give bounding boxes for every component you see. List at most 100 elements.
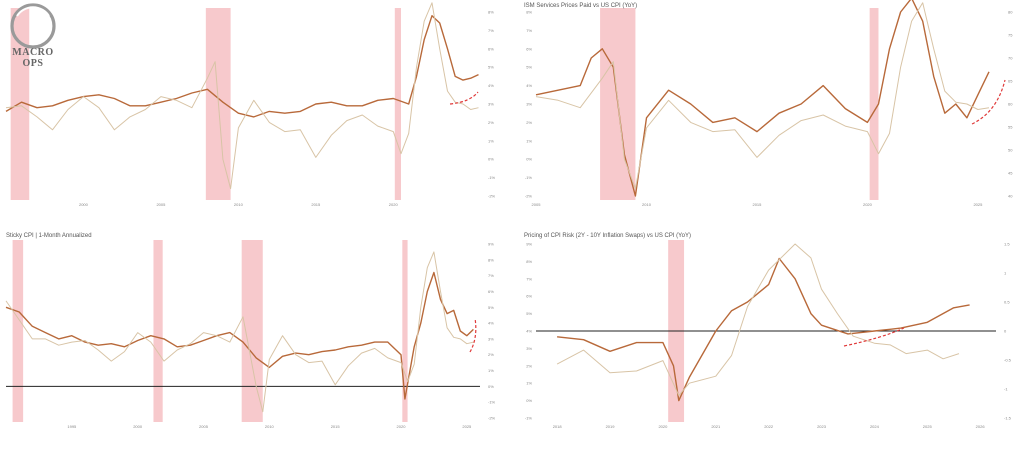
series-line-1 (557, 257, 970, 402)
series-line-2 (5, 2, 479, 190)
x-tick-label: 2015 (331, 424, 341, 429)
right-axis-tick-label: 7% (488, 28, 494, 33)
right-axis-tick-label: 2% (488, 352, 494, 357)
left-axis-tick-label: 7% (526, 28, 532, 33)
x-tick-label: 2022 (764, 424, 774, 429)
left-axis-tick-label: 8% (526, 259, 532, 264)
right-axis-tick-label: -1 (1004, 387, 1008, 392)
chart-1-svg: 2000 2005 2010 2015 2020 8% 7% 6% 5% 4% 3% 2% 1% 0% -1… (5, 2, 496, 207)
right-axis-tick-label: 80 (1008, 10, 1013, 15)
x-tick-label: 2020 (863, 202, 873, 207)
x-tick-label: 2026 (976, 424, 986, 429)
right-axis-tick-label: 55 (1008, 125, 1013, 130)
x-tick-label: 2015 (752, 202, 762, 207)
left-axis-tick-label: 7% (526, 276, 532, 281)
left-axis-tick-label: 4% (526, 329, 532, 334)
x-tick-label: 2005 (156, 202, 166, 207)
left-axis-tick-label: 4% (526, 83, 532, 88)
right-axis-tick-label: 6% (488, 46, 494, 51)
chart-3-title: Sticky CPI | 1-Month Annualized (6, 233, 92, 239)
recession-band (241, 240, 263, 422)
left-axis-tick-label: 3% (526, 102, 532, 107)
chart-panel-1: 2000 2005 2010 2015 2020 8% 7% 6% 5% 4% 3% 2% 1% 0% -1… (0, 0, 512, 230)
right-axis-tick-label: 1% (488, 138, 494, 143)
x-tick-label: 2000 (133, 424, 143, 429)
right-axis-tick-label: -2% (488, 194, 496, 199)
x-tick-label: 2018 (553, 424, 563, 429)
left-axis-tick-label: 5% (526, 65, 532, 70)
series-line-1 (5, 14, 479, 118)
right-axis-tick-label: 50 (1008, 148, 1013, 153)
right-axis-tick-label: 4% (488, 321, 494, 326)
right-axis-tick-label: 0.5 (1004, 300, 1010, 305)
left-axis-tick-label: 6% (526, 46, 532, 51)
macro-ops-logo-icon (10, 3, 56, 49)
left-axis-tick-label: 2% (526, 363, 532, 368)
right-axis-tick-label: -1.5 (1004, 416, 1012, 421)
left-axis-tick-label: 2% (526, 120, 532, 125)
x-tick-label: 2005 (532, 202, 542, 207)
trend-arrow (449, 91, 479, 105)
chart-4-svg: 2018 2019 2020 2021 2022 2023 2024 2025 2026 1.5 1… (525, 240, 1012, 429)
recession-band (869, 8, 879, 200)
x-tick-label: 2025 (462, 424, 472, 429)
chart-3-svg: 1995 2000 2005 2010 2015 2020 2025 9% 8% 7% 6% 5% 4%… (5, 240, 496, 429)
chart-panel-4: 2018 2019 2020 2021 2022 2023 2024 2025 2026 1.5 1… (512, 230, 1024, 460)
series-line-2 (535, 2, 990, 190)
right-axis-tick-label: 70 (1008, 56, 1013, 61)
right-axis-tick-label: 3% (488, 336, 494, 341)
x-tick-label: 2023 (817, 424, 827, 429)
right-axis-tick-label: 60 (1008, 102, 1013, 107)
series-line-2 (5, 251, 474, 413)
right-axis-tick-label: 1.5 (1004, 242, 1010, 247)
left-axis-tick-label: 0% (526, 398, 532, 403)
recession-band (10, 8, 30, 200)
right-axis-tick-label: 1 (1004, 271, 1007, 276)
right-axis-tick-label: 0 (1004, 329, 1007, 334)
x-tick-label: 2021 (711, 424, 721, 429)
right-axis-tick-label: 5% (488, 305, 494, 310)
chart-2-svg: 2005 2010 2015 2020 2025 80 75 70 65 60 55 50 45 40 8%… (525, 0, 1013, 207)
right-axis-tick-label: 0% (488, 157, 494, 162)
right-axis-tick-label: 7% (488, 273, 494, 278)
right-axis-tick-label: 40 (1008, 194, 1013, 199)
x-tick-label: 2005 (199, 424, 209, 429)
x-tick-label: 2010 (265, 424, 275, 429)
recession-band (12, 240, 24, 422)
right-axis-tick-label: 45 (1008, 171, 1013, 176)
left-axis-tick-label: 9% (526, 242, 532, 247)
x-tick-label: 2025 (973, 202, 983, 207)
right-axis-tick-label: 65 (1008, 79, 1013, 84)
right-axis-tick-label: 2% (488, 120, 494, 125)
right-axis-tick-label: -0.5 (1004, 358, 1012, 363)
chart-panel-3: 1995 2000 2005 2010 2015 2020 2025 9% 8% 7% 6% 5% 4%… (0, 230, 512, 460)
right-axis-tick-label: 1% (488, 368, 494, 373)
right-axis-tick-label: -1% (488, 175, 496, 180)
right-axis-tick-label: 9% (488, 242, 494, 247)
x-tick-label: 2024 (870, 424, 880, 429)
x-tick-label: 2020 (658, 424, 668, 429)
recession-band (153, 240, 163, 422)
x-tick-label: 2010 (234, 202, 244, 207)
right-axis-tick-label: 3% (488, 102, 494, 107)
right-axis-tick-label: -2% (488, 416, 496, 421)
right-axis-tick-label: 4% (488, 83, 494, 88)
chart-panel-2: 2005 2010 2015 2020 2025 80 75 70 65 60 55 50 45 40 8%… (512, 0, 1024, 230)
x-tick-label: 2000 (79, 202, 89, 207)
left-axis-tick-label: 8% (526, 10, 532, 15)
right-axis-tick-label: -1% (488, 400, 496, 405)
recession-band (402, 240, 408, 422)
series-line-2 (556, 243, 960, 396)
x-tick-label: 2020 (397, 424, 407, 429)
series-line-1 (5, 271, 474, 400)
right-axis-tick-label: 8% (488, 257, 494, 262)
left-axis-tick-label: -1% (525, 416, 533, 421)
trend-arrow (971, 79, 1006, 125)
left-axis-tick-label: 3% (526, 346, 532, 351)
recession-band (394, 8, 401, 200)
x-tick-label: 2025 (923, 424, 933, 429)
chart-4-title: Pricing of CPI Risk (2Y - 10Y Inflation … (524, 233, 691, 239)
left-axis-tick-label: -1% (525, 175, 533, 180)
left-axis-tick-label: 1% (526, 138, 532, 143)
right-axis-tick-label: 8% (488, 10, 494, 15)
